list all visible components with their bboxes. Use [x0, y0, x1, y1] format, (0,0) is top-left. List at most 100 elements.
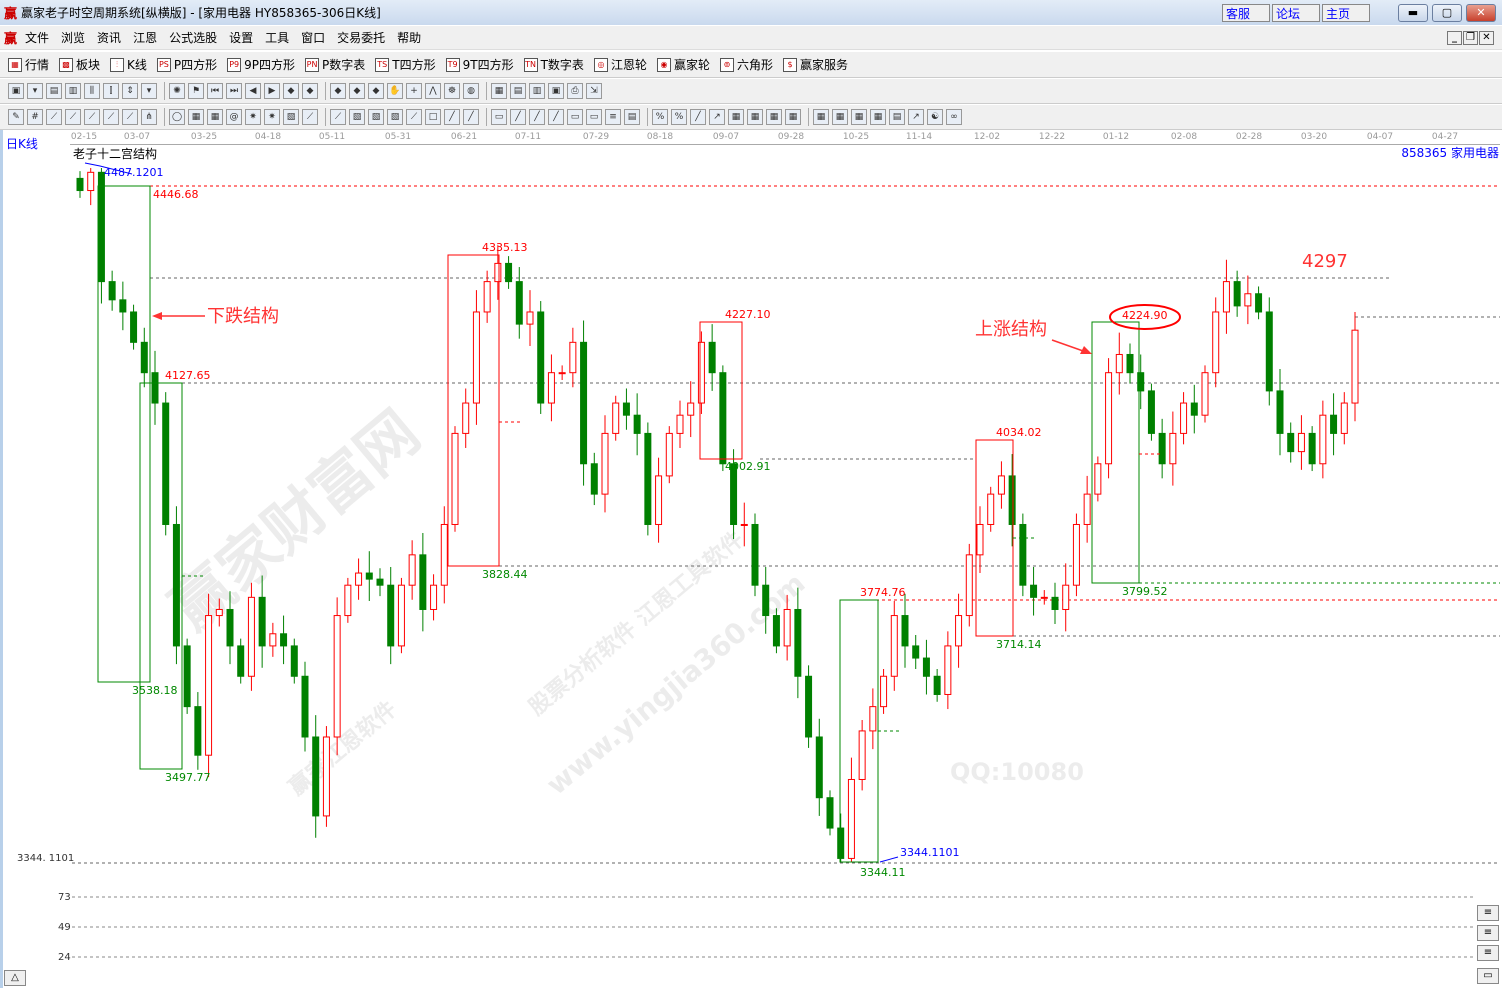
fan-icon[interactable]: ⟋: [46, 109, 62, 125]
menu-item[interactable]: 文件: [25, 31, 50, 45]
toolbar-button[interactable]: ◉ 赢家轮: [656, 56, 710, 73]
panel-button[interactable]: ▭: [1477, 968, 1499, 984]
zigzag-icon[interactable]: ⋀: [425, 83, 441, 99]
print-icon[interactable]: ⎙: [567, 83, 583, 99]
pen-icon[interactable]: ✎: [8, 109, 24, 125]
diamond-icon[interactable]: ◆: [330, 83, 346, 99]
flag-icon[interactable]: ⚑: [188, 83, 204, 99]
percent-icon[interactable]: %: [652, 109, 668, 125]
square-icon[interactable]: □: [425, 109, 441, 125]
grid-icon[interactable]: ▦: [766, 109, 782, 125]
lines-icon[interactable]: ≡: [605, 109, 621, 125]
grid-icon[interactable]: ▦: [785, 109, 801, 125]
menu-item[interactable]: 窗口: [301, 31, 326, 45]
notes-icon[interactable]: ▥: [529, 83, 545, 99]
chart-icon[interactable]: ↗: [908, 109, 924, 125]
mdi-close-button[interactable]: ✕: [1479, 31, 1494, 45]
box-icon[interactable]: ▧: [283, 109, 299, 125]
last-icon[interactable]: ⏭: [226, 83, 242, 99]
dropdown-icon[interactable]: ▾: [141, 83, 157, 99]
grid-icon[interactable]: ▦: [728, 109, 744, 125]
homepage-button[interactable]: 主页: [1322, 4, 1370, 22]
diamond-icon[interactable]: ◆: [302, 83, 318, 99]
table-icon[interactable]: ▤: [889, 109, 905, 125]
bars2-icon[interactable]: ⫿: [103, 83, 119, 99]
brain-icon[interactable]: ☸: [444, 83, 460, 99]
rect-icon[interactable]: ▭: [491, 109, 507, 125]
customer-service-button[interactable]: 客服: [1222, 4, 1270, 22]
forum-button[interactable]: 论坛: [1272, 4, 1320, 22]
line-icon[interactable]: ╱: [529, 109, 545, 125]
rect-icon[interactable]: ▭: [567, 109, 583, 125]
spiral-icon[interactable]: @: [226, 109, 242, 125]
menu-item[interactable]: 设置: [229, 31, 254, 45]
line-icon[interactable]: ╱: [548, 109, 564, 125]
percent-icon[interactable]: %: [671, 109, 687, 125]
panel-button[interactable]: ≡: [1477, 905, 1499, 921]
line-icon[interactable]: ╱: [463, 109, 479, 125]
yinyang-icon[interactable]: ☯: [927, 109, 943, 125]
box-icon[interactable]: ▧: [368, 109, 384, 125]
box-icon[interactable]: ▧: [349, 109, 365, 125]
toolbar-button[interactable]: ◎ 江恩轮: [593, 56, 647, 73]
close-button[interactable]: ✕: [1466, 4, 1496, 22]
fan-icon[interactable]: ⟋: [330, 109, 346, 125]
grid-icon[interactable]: ▦: [207, 109, 223, 125]
circle-icon[interactable]: ◯: [169, 109, 185, 125]
line-icon[interactable]: ╱: [444, 109, 460, 125]
toolbar-button[interactable]: TS T四方形: [375, 56, 436, 73]
panel-button[interactable]: ≡: [1477, 925, 1499, 941]
right-icon[interactable]: ▶: [264, 83, 280, 99]
toolbar-button[interactable]: ▩ 板块: [59, 56, 100, 73]
mdi-minimize-button[interactable]: _: [1447, 31, 1462, 45]
dropdown-icon[interactable]: ▾: [27, 83, 43, 99]
fan-icon[interactable]: ⟋: [103, 109, 119, 125]
maximize-button[interactable]: ▢: [1432, 4, 1462, 22]
first-icon[interactable]: ⏮: [207, 83, 223, 99]
pitch-icon[interactable]: ⋔: [141, 109, 157, 125]
panel-button[interactable]: ≡: [1477, 945, 1499, 961]
period-label[interactable]: 日K线: [6, 137, 38, 151]
toolbar-button[interactable]: PN P数字表: [305, 56, 365, 73]
arrow-icon[interactable]: ↗: [709, 109, 725, 125]
grid-icon[interactable]: ▦: [188, 109, 204, 125]
toolbar-button[interactable]: PS P四方形: [156, 56, 217, 73]
menu-item[interactable]: 浏览: [61, 31, 86, 45]
toolbar-button[interactable]: TN T数字表: [523, 56, 584, 73]
bars-icon[interactable]: ⫼: [84, 83, 100, 99]
menu-item[interactable]: 资讯: [97, 31, 122, 45]
left-icon[interactable]: ◀: [245, 83, 261, 99]
fan-icon[interactable]: ⟋: [302, 109, 318, 125]
box-icon[interactable]: ▧: [387, 109, 403, 125]
toolbar-button[interactable]: $ 赢家服务: [782, 56, 848, 73]
diamond-icon[interactable]: ◆: [368, 83, 384, 99]
gann-icon[interactable]: ✺: [169, 83, 185, 99]
toolbar-button[interactable]: ⫶ K线: [110, 56, 147, 73]
disk-icon[interactable]: ▣: [548, 83, 564, 99]
line-icon[interactable]: ╱: [510, 109, 526, 125]
grid-icon[interactable]: ▦: [747, 109, 763, 125]
line-icon[interactable]: ╱: [690, 109, 706, 125]
grid-icon[interactable]: ▦: [870, 109, 886, 125]
menu-item[interactable]: 公式选股: [169, 31, 218, 45]
menu-item[interactable]: 帮助: [397, 31, 422, 45]
toolbar-button[interactable]: ▦ 行情: [8, 56, 49, 73]
structure-label[interactable]: 老子十二宫结构: [73, 147, 158, 161]
diamond-icon[interactable]: ◆: [283, 83, 299, 99]
toolbar-button[interactable]: T9 9T四方形: [445, 56, 514, 73]
fan-icon[interactable]: ⟋: [406, 109, 422, 125]
expand-panel-button[interactable]: △: [4, 970, 26, 986]
updown-icon[interactable]: ⇕: [122, 83, 138, 99]
rect-icon[interactable]: ▭: [586, 109, 602, 125]
calendar-icon[interactable]: ▦: [491, 83, 507, 99]
fan-icon[interactable]: ⟋: [84, 109, 100, 125]
toolbar-button[interactable]: ⊚ 六角形: [719, 56, 773, 73]
infinity-icon[interactable]: ∞: [946, 109, 962, 125]
screen-icon[interactable]: ▤: [46, 83, 62, 99]
table-icon[interactable]: ▤: [624, 109, 640, 125]
mdi-restore-button[interactable]: ❐: [1463, 31, 1478, 45]
export-icon[interactable]: ⇲: [586, 83, 602, 99]
menu-item[interactable]: 江恩: [133, 31, 158, 45]
star-icon[interactable]: ✷: [264, 109, 280, 125]
